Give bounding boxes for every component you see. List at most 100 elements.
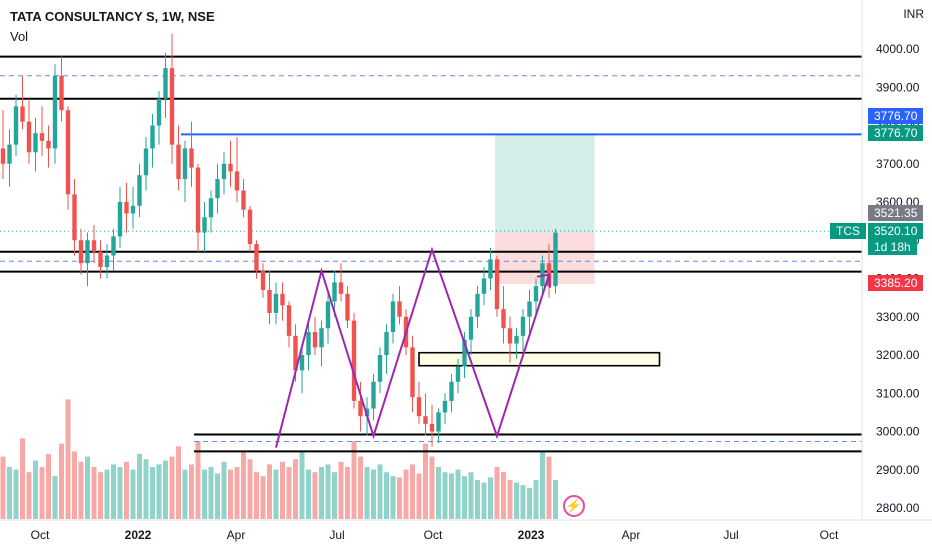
volume-bar: [468, 472, 474, 519]
volume-bar: [234, 467, 240, 519]
volume-bar: [462, 476, 467, 519]
candle-body: [13, 106, 19, 145]
volume-bar: [423, 443, 428, 519]
volume-bar: [176, 446, 181, 519]
candle-body: [0, 148, 6, 164]
volume-bar: [553, 480, 558, 519]
volume-bar: [546, 456, 552, 519]
symbol-title[interactable]: TATA CONSULTANCY S, 1W, NSE: [10, 9, 215, 24]
volume-bar: [299, 451, 305, 519]
volume-bar: [169, 456, 175, 519]
x-tick-label: Oct: [820, 528, 839, 542]
volume-bar: [26, 472, 32, 519]
candle-body: [514, 335, 519, 344]
candle-body: [527, 301, 532, 317]
volume-bar: [293, 459, 298, 519]
candle-body: [494, 259, 500, 310]
volume-bar: [358, 456, 363, 519]
volume-bar: [286, 467, 292, 519]
candle-body: [20, 106, 25, 122]
candle-body: [455, 366, 461, 382]
volume-bar: [429, 456, 435, 519]
y-tick-label: 3700.00: [876, 157, 920, 171]
candle-body: [325, 301, 331, 329]
volume-bar: [39, 467, 45, 519]
y-tick-label: 2800.00: [876, 501, 920, 515]
volume-bar: [442, 472, 448, 519]
volume-bar: [520, 485, 526, 519]
candle-body: [416, 397, 422, 417]
candle-body: [351, 320, 357, 401]
candle-body: [156, 98, 162, 126]
candle-body: [46, 140, 51, 149]
time-axis[interactable]: Oct 2022 Apr Jul Oct 2023 Apr Jul Oct: [0, 519, 932, 542]
target-price-label: 3776.70: [868, 125, 924, 141]
volume-bar: [306, 469, 311, 519]
candle-body: [234, 171, 240, 191]
candle-body: [436, 412, 441, 432]
candle-body: [7, 144, 12, 164]
candle-body: [481, 278, 487, 294]
candle-body: [33, 133, 38, 153]
candle-body: [390, 301, 396, 333]
candle-body: [345, 293, 350, 321]
volume-bar: [390, 476, 396, 519]
volume-bar: [403, 469, 409, 519]
currency-label: INR: [903, 7, 924, 21]
volume-bar: [449, 473, 454, 519]
price-axis[interactable]: 2800.00 2900.00 3000.00 3100.00 3200.00 3300.…: [861, 0, 920, 520]
volume-bar: [267, 464, 272, 519]
countdown-tag: 1d 18h: [868, 239, 917, 255]
volume-bar: [377, 464, 383, 519]
demand-zone-box: [418, 351, 661, 367]
x-tick-label: Oct: [424, 528, 443, 542]
candle-body: [286, 305, 292, 336]
candle-body: [462, 339, 467, 367]
candle-body: [150, 125, 155, 149]
volume-bar: [527, 487, 532, 519]
volume-bar: [137, 454, 142, 519]
candle-body: [488, 259, 493, 279]
y-tick-label: 3200.00: [876, 348, 920, 362]
volume-bar: [332, 472, 337, 519]
volume-bar: [221, 461, 227, 519]
candle-body: [26, 121, 32, 153]
volume-bar: [189, 464, 194, 519]
candle-body: [475, 293, 480, 317]
candles: [0, 33, 558, 447]
volume-bar: [98, 472, 103, 519]
volume-bar: [20, 438, 25, 519]
candle-body: [449, 381, 454, 401]
candle-body: [163, 68, 168, 99]
candle-body: [267, 289, 272, 313]
candle-body: [299, 355, 305, 371]
volume-bar: [273, 469, 279, 519]
volume-bar: [260, 476, 266, 519]
volume-bar: [312, 472, 318, 519]
projection-arrowhead: [536, 273, 551, 288]
lightning-icon[interactable]: ⚡: [563, 495, 585, 517]
candle-body: [273, 293, 279, 313]
candle-body: [208, 198, 214, 218]
high-price-tag: 3521.35: [868, 205, 924, 221]
volume-bar: [215, 473, 220, 519]
candle-body: [195, 167, 201, 233]
candle-body: [338, 282, 344, 294]
volume-bar: [533, 480, 539, 519]
volume-bar: [351, 441, 357, 519]
volume-bar: [507, 480, 513, 519]
candle-body: [540, 263, 545, 287]
volume-bar: [7, 467, 12, 519]
volume-bar: [475, 480, 480, 519]
volume-bar: [319, 467, 324, 519]
volume-bar: [280, 461, 285, 519]
volume-bar: [33, 460, 38, 519]
volume-bar: [104, 469, 110, 519]
candle-body: [52, 75, 58, 149]
volume-bar: [247, 459, 253, 519]
volume-bar: [540, 451, 545, 519]
volume-bar: [52, 476, 58, 519]
volume-legend[interactable]: Vol: [10, 29, 29, 44]
stop-loss-zone: [495, 232, 595, 285]
